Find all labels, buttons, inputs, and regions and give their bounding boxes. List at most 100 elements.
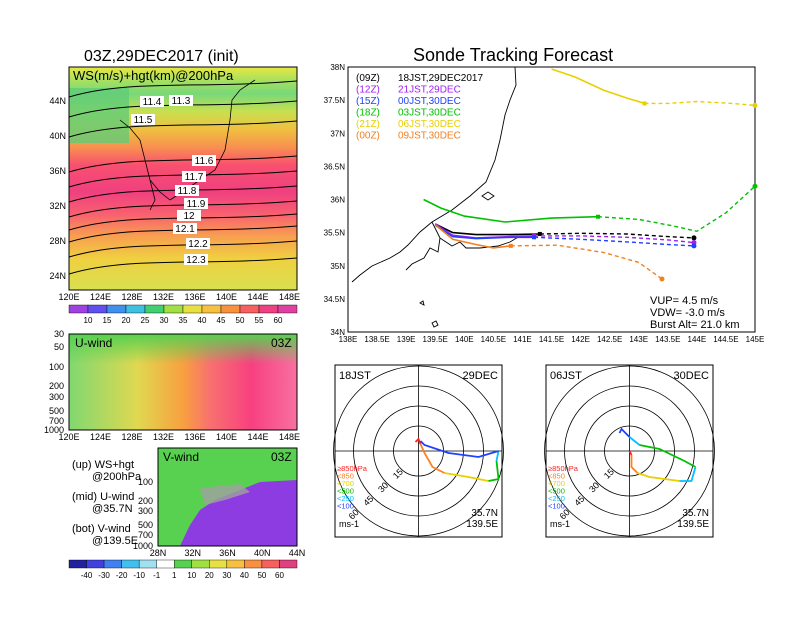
uwind-lon-ticks: 120E 124E 128E 132E 136E 140E 144E 148E	[58, 432, 300, 442]
note-up-b: @200hPa	[92, 471, 142, 483]
contour-label: 11.5	[134, 115, 153, 126]
vw-colorbar-cell	[209, 559, 228, 569]
vwind-level-label: 300	[138, 506, 153, 516]
legend-code: (12Z)	[356, 85, 380, 96]
vw-level-label: -20	[116, 571, 128, 580]
track-lon-label: 138.5E	[364, 335, 389, 344]
track-lon-label: 145E	[746, 335, 765, 344]
track-lat-label: 36.5N	[324, 162, 346, 171]
contour-line	[68, 225, 298, 243]
launch-params: VUP= 4.5 m/s VDW= -3.0 m/s Burst Alt= 21…	[650, 295, 740, 331]
ws-level-label: 30	[160, 316, 169, 325]
contour-line	[68, 240, 298, 258]
ws-level-label: 25	[141, 316, 150, 325]
track-lon-label: 144E	[688, 335, 707, 344]
vw-colorbar-cell	[244, 559, 263, 569]
hodo-trace	[419, 440, 499, 458]
track-lat-label: 37N	[330, 129, 345, 138]
hodo-lon: 139.5E	[466, 519, 498, 530]
hodo-legend-item: <700	[548, 479, 565, 488]
ws-level-label: 60	[274, 316, 283, 325]
uwind-level-label: 1000	[44, 425, 64, 435]
ws-level-label: 40	[198, 316, 207, 325]
contour-line	[68, 185, 298, 203]
burst-marker	[508, 243, 513, 248]
track-lon-label: 139E	[397, 335, 416, 344]
vw-colorbar-cell	[261, 559, 280, 569]
lon-tick-label: 128E	[121, 292, 142, 302]
ws-colorbar-cell	[144, 304, 165, 314]
vwind-level-label: 200	[138, 496, 153, 506]
vwind-frame	[157, 447, 298, 547]
lon-tick-label: 136E	[184, 292, 205, 302]
uwind-lon-label: 140E	[216, 432, 237, 442]
vw-level-label: -30	[98, 571, 110, 580]
contour-line	[68, 155, 298, 173]
track-ascent	[434, 224, 511, 249]
contour-line	[68, 170, 298, 188]
contour-label: 12.2	[188, 239, 208, 250]
uwind-lon-label: 136E	[184, 432, 205, 442]
track-descent	[597, 185, 756, 233]
vwind-level-label: 100	[138, 477, 153, 487]
legend-code: (09Z)	[356, 73, 380, 84]
note-up-a: (up) WS+hgt	[72, 459, 134, 471]
landing-marker	[659, 276, 665, 282]
height-contours	[68, 80, 298, 275]
uwind-level-label: 30	[54, 329, 64, 339]
uwind-frame	[68, 333, 298, 431]
ws-colorbar-cell	[220, 304, 241, 314]
contour-line	[68, 257, 298, 275]
track-map: 38N 37.5N 37N 36.5N 36N 35.5N 35N 34.5N 34N 138E…	[324, 63, 765, 344]
hodo-trace	[618, 427, 631, 438]
hodo-ring-label: 60	[558, 507, 572, 521]
ws-colorbar-cell	[163, 304, 184, 314]
hodo-unit: ms-1	[339, 519, 359, 529]
lon-tick-label: 124E	[90, 292, 111, 302]
ws-level-label: 35	[179, 316, 188, 325]
hodo-trace	[628, 436, 641, 446]
legend-time: 21JST,29DEC	[398, 85, 461, 96]
hodo-legend-item: <100	[337, 502, 354, 511]
sonde-tracks	[423, 68, 758, 282]
ws-map: WS(m/s)+hgt(km)@200hPa 11.4 11.311.511.61…	[49, 66, 300, 302]
map-label: WS(m/s)+hgt(km)@200hPa	[73, 68, 234, 83]
hodo-legend-item: <250	[337, 494, 354, 503]
contour-label-bg	[140, 96, 164, 107]
burst-marker	[596, 214, 601, 219]
hodo-date: 30DEC	[674, 370, 710, 382]
note-bot-b: @139.5E	[92, 535, 138, 547]
hodo-trace	[488, 460, 500, 482]
hodo-time: 06JST	[550, 370, 582, 382]
landing-marker	[691, 235, 697, 241]
hodo-trace	[419, 443, 445, 474]
ws-colorbar-cell	[258, 304, 279, 314]
ws-colorbar-cell	[68, 304, 89, 314]
landing-marker	[752, 183, 758, 189]
contour-label-bg	[186, 238, 210, 249]
hodo-legend-item: <100	[548, 502, 565, 511]
vwind-green-region	[158, 448, 297, 546]
track-lon-ticks: 138E 138.5E 139E 139.5E 140E 140.5E 141E 141.5E…	[339, 335, 765, 344]
track-descent	[644, 100, 756, 107]
vwind-lat-label: 40N	[254, 548, 271, 558]
vw-colorbar-cell	[156, 559, 175, 569]
ws-map-frame	[68, 66, 298, 291]
track-lat-label: 35.5N	[324, 229, 346, 238]
contour-label-bg	[169, 95, 193, 106]
param-burst: Burst Alt= 21.0 km	[650, 319, 740, 331]
contour-line	[68, 80, 298, 98]
hodo-ring-label: 30	[587, 480, 601, 494]
vwind-grey-region	[200, 484, 250, 505]
uwind-level-label: 300	[49, 392, 64, 402]
contour-label-bg	[175, 185, 199, 196]
hodo-ring-label: 15	[391, 467, 405, 481]
track-lon-label: 143E	[629, 335, 648, 344]
track-lat-label: 37.5N	[324, 96, 346, 105]
note-bot-a: (bot) V-wind	[72, 523, 131, 535]
lon-tick-label: 148E	[279, 292, 300, 302]
vw-level-label: 60	[275, 571, 284, 580]
hodo-legend-item: <700	[337, 479, 354, 488]
